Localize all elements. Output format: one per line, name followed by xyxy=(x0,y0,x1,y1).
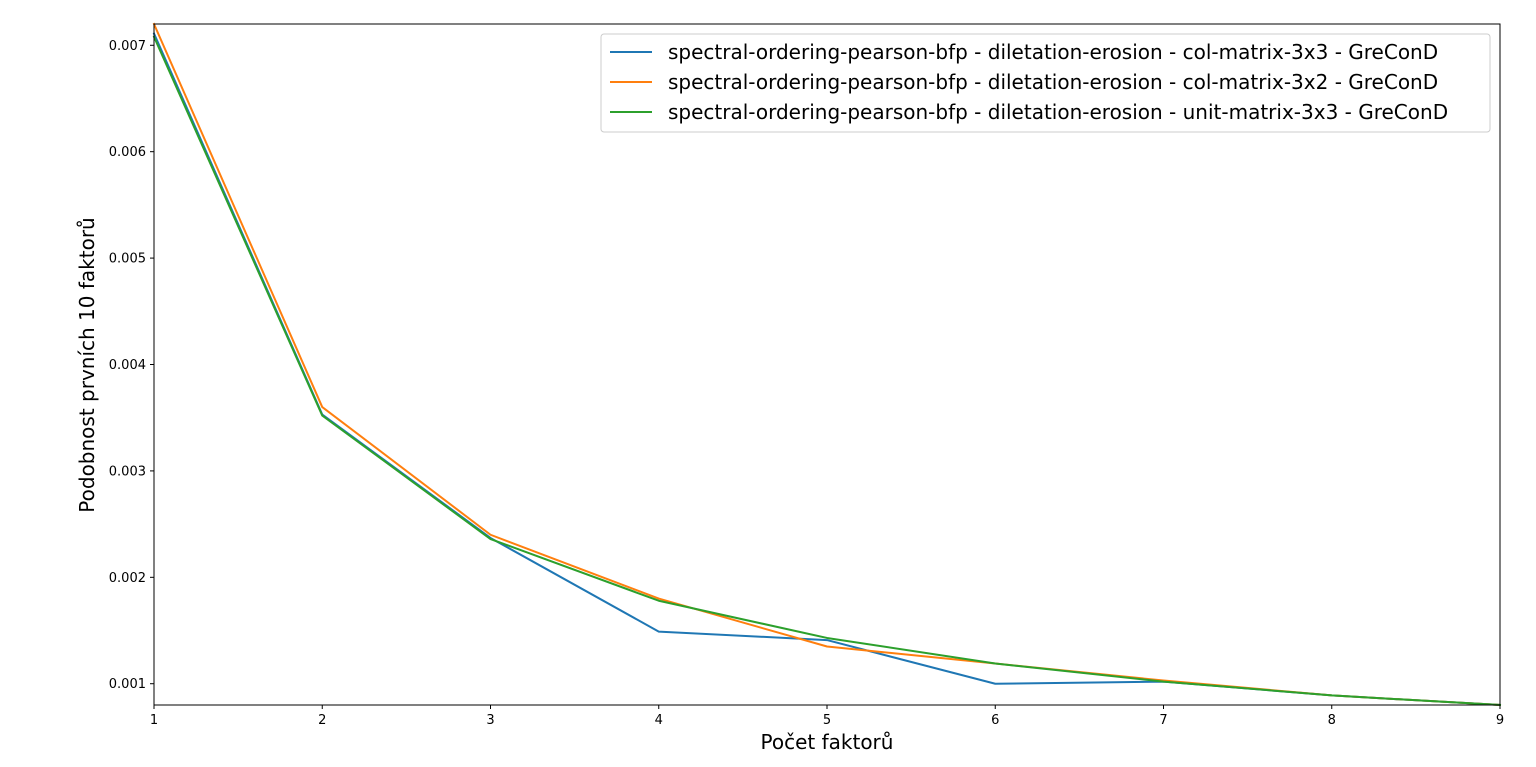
x-tick-label: 7 xyxy=(1159,713,1167,728)
x-tick-label: 6 xyxy=(991,713,999,728)
series-layer xyxy=(152,22,1502,707)
y-tick-label: 0.002 xyxy=(109,571,146,586)
x-tick-label: 5 xyxy=(823,713,831,728)
y-axis-ticks: 0.001 0.002 0.003 0.004 0.005 0.006 0.007 xyxy=(109,39,154,692)
x-tick-label: 1 xyxy=(150,713,158,728)
plot-area xyxy=(154,24,1500,705)
y-tick-label: 0.005 xyxy=(109,252,146,267)
x-tick-label: 9 xyxy=(1496,713,1504,728)
x-tick-label: 3 xyxy=(486,713,494,728)
x-tick-label: 8 xyxy=(1328,713,1336,728)
y-tick-label: 0.004 xyxy=(109,358,146,373)
x-axis-ticks: 1 2 3 4 5 6 7 8 9 xyxy=(150,705,1504,728)
series-line-3 xyxy=(152,35,1502,707)
y-tick-label: 0.003 xyxy=(109,464,146,479)
x-tick-label: 4 xyxy=(655,713,663,728)
legend-label-2: spectral-ordering-pearson-bfp - diletati… xyxy=(668,70,1438,94)
legend: spectral-ordering-pearson-bfp - diletati… xyxy=(600,33,1491,133)
legend-label-3: spectral-ordering-pearson-bfp - diletati… xyxy=(668,100,1448,124)
legend-label-1: spectral-ordering-pearson-bfp - diletati… xyxy=(668,40,1438,64)
y-tick-label: 0.006 xyxy=(109,145,146,160)
y-axis-title: Podobnost prvních 10 faktorů xyxy=(75,217,99,512)
x-axis-title: Počet faktorů xyxy=(761,730,894,754)
legend-box xyxy=(600,33,1491,133)
y-tick-label: 0.001 xyxy=(109,677,146,692)
x-tick-label: 2 xyxy=(318,713,326,728)
y-tick-label: 0.007 xyxy=(109,39,146,54)
